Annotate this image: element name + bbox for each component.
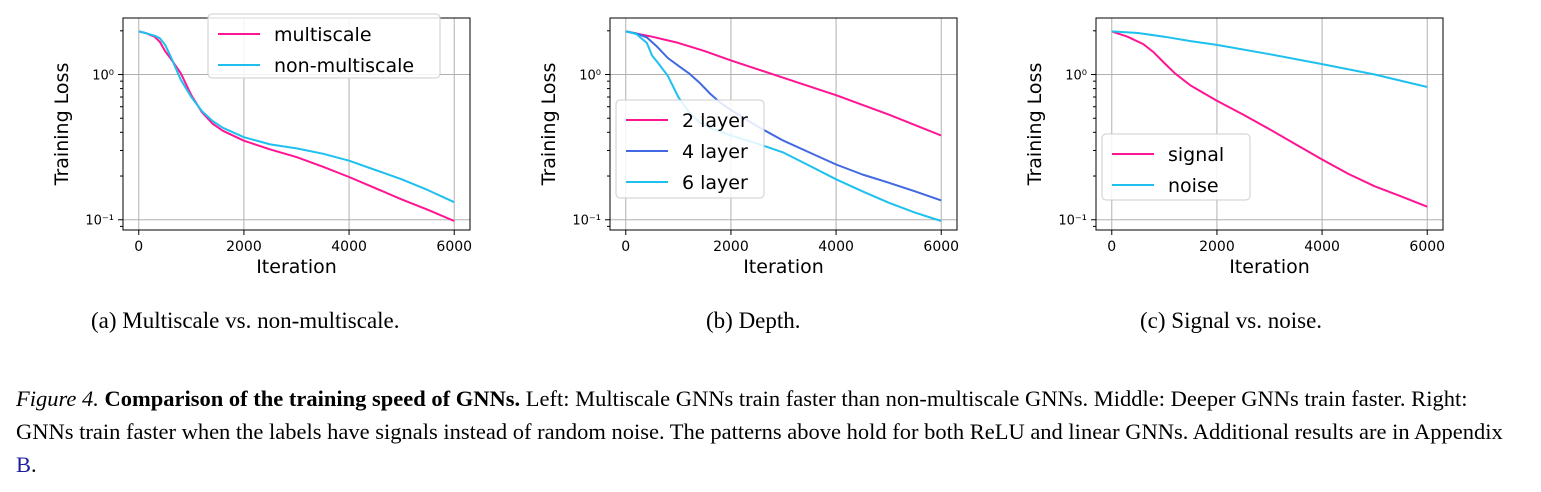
y-tick-label: 10⁰ xyxy=(1065,69,1087,84)
subcaption-b: (b) Depth. xyxy=(706,308,801,333)
y-axis-label: Training Loss xyxy=(538,63,560,187)
legend-label: 4 layer xyxy=(682,141,748,163)
series-line xyxy=(138,30,455,204)
y-axis-label: Training Loss xyxy=(51,63,73,187)
series-line xyxy=(138,30,455,222)
y-tick-label: 10⁰ xyxy=(92,69,114,84)
legend-label: non-multiscale xyxy=(274,55,414,77)
plot-frame xyxy=(609,17,958,231)
panel-a: 0 2000 4000 6000 10⁰ 10⁻¹ Iteration Training Lo… xyxy=(30,0,530,300)
series-line xyxy=(625,30,942,137)
plot-frame xyxy=(1095,17,1444,231)
panel-b: 0 2000 4000 6000 10⁰ 10⁻¹ Iteration Training Lo… xyxy=(517,0,1017,300)
legend-label: multiscale xyxy=(274,24,372,46)
appendix-link[interactable]: B xyxy=(16,452,32,477)
chart-svg: 0 2000 4000 6000 10⁰ 10⁻¹ Iteration Training Lo… xyxy=(1024,17,1445,278)
x-tick-label: 0 xyxy=(134,239,143,255)
legend-label: noise xyxy=(1168,175,1219,197)
legend-label: signal xyxy=(1168,144,1224,166)
figure-caption: Figure 4. Comparison of the training spe… xyxy=(16,382,1521,481)
y-axis-label: Training Loss xyxy=(1024,63,1046,187)
panel-c: 0 2000 4000 6000 10⁰ 10⁻¹ Iteration Training Lo… xyxy=(1003,0,1503,300)
subcaption-c: (c) Signal vs. noise. xyxy=(1140,308,1323,333)
legend-label: 6 layer xyxy=(682,172,748,194)
caption-title: Comparison of the training speed of GNNs… xyxy=(104,386,521,411)
chart-svg: 0 2000 4000 6000 10⁰ 10⁻¹ Iteration Training Lo… xyxy=(538,17,959,278)
y-tick-label: 10⁻¹ xyxy=(1058,214,1087,229)
x-axis-label: Iteration xyxy=(256,256,337,278)
caption-label: Figure 4. xyxy=(16,386,99,411)
legend-label: 2 layer xyxy=(682,110,748,132)
legend-box xyxy=(1101,133,1251,201)
caption-body: Left: Multiscale GNNs train faster than … xyxy=(16,386,1503,444)
x-tick-label: 0 xyxy=(621,239,630,255)
y-tick-label: 10⁻¹ xyxy=(85,214,114,229)
x-tick-label: 4000 xyxy=(1304,239,1340,255)
x-tick-label: 6000 xyxy=(436,239,472,255)
x-tick-label: 2000 xyxy=(713,239,749,255)
x-axis-label: Iteration xyxy=(1229,256,1310,278)
x-tick-label: 4000 xyxy=(818,239,854,255)
x-tick-label: 6000 xyxy=(1409,239,1445,255)
y-tick-label: 10⁻¹ xyxy=(572,214,601,229)
subcaption-a: (a) Multiscale vs. non-multiscale. xyxy=(91,308,400,333)
x-tick-label: 0 xyxy=(1107,239,1116,255)
x-axis-label: Iteration xyxy=(743,256,824,278)
x-tick-label: 2000 xyxy=(226,239,262,255)
legend-box xyxy=(615,99,765,199)
y-tick-label: 10⁰ xyxy=(579,69,601,84)
x-tick-label: 6000 xyxy=(923,239,959,255)
x-tick-label: 4000 xyxy=(331,239,367,255)
caption-end: . xyxy=(31,452,37,477)
chart-svg: 0 2000 4000 6000 10⁰ 10⁻¹ Iteration Training Lo… xyxy=(51,13,472,278)
x-tick-label: 2000 xyxy=(1199,239,1235,255)
series-line xyxy=(1111,30,1428,208)
series-line xyxy=(1111,30,1428,88)
legend-box xyxy=(207,13,441,79)
